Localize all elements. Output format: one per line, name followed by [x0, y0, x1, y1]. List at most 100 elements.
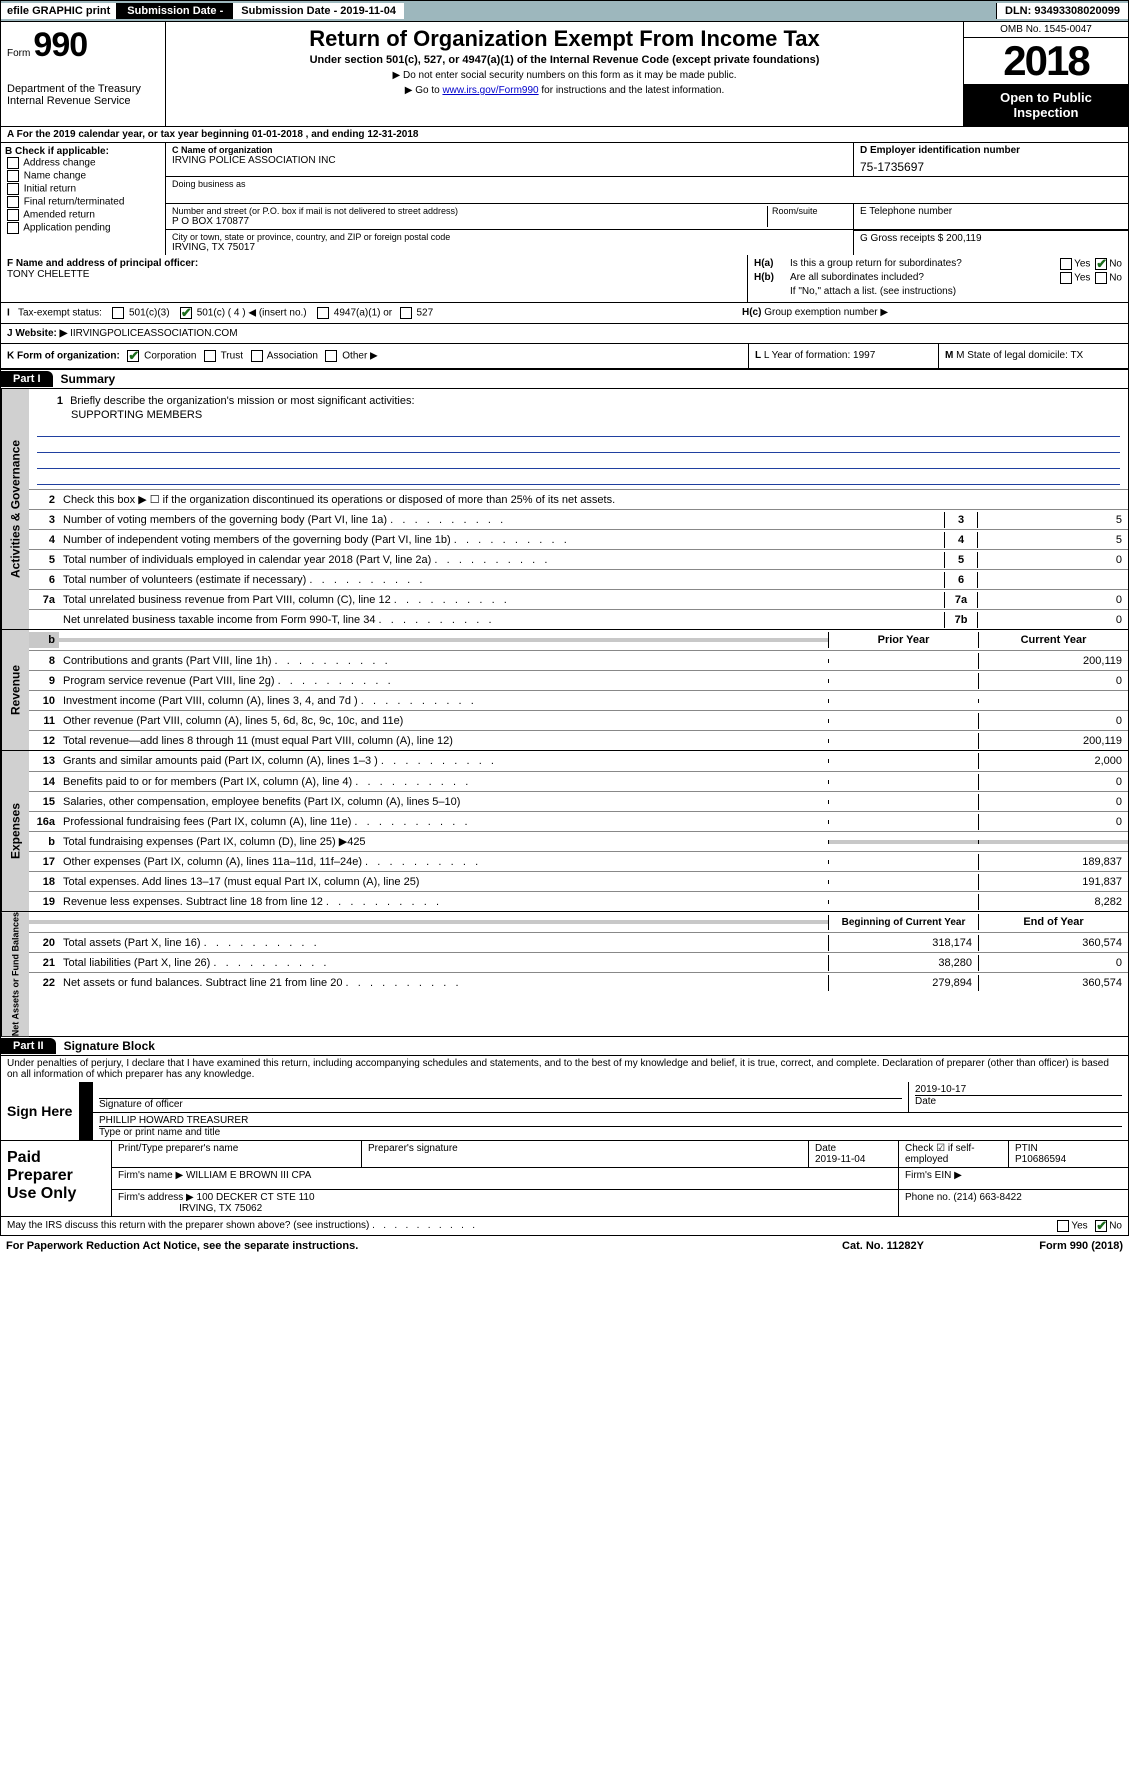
- line9: Program service revenue (Part VIII, line…: [59, 673, 828, 689]
- hb-yes[interactable]: [1060, 272, 1072, 284]
- line16a: Professional fundraising fees (Part IX, …: [59, 814, 828, 830]
- room-label: Room/suite: [772, 206, 847, 216]
- web-value: IIRVINGPOLICEASSOCIATION.COM: [70, 328, 237, 339]
- note-link: ▶ Go to www.irs.gov/Form990 for instruct…: [172, 85, 957, 96]
- pra-notice: For Paperwork Reduction Act Notice, see …: [6, 1240, 793, 1252]
- state-domicile: M M State of legal domicile: TX: [938, 344, 1128, 368]
- web-label: J Website: ▶: [7, 328, 67, 339]
- mission-value: SUPPORTING MEMBERS: [37, 409, 1120, 421]
- submission-date: Submission Date - 2019-11-04: [233, 3, 404, 19]
- line2: Check this box ▶ ☐ if the organization d…: [59, 491, 1128, 508]
- chk-pending[interactable]: Application pending: [5, 222, 161, 234]
- line8: Contributions and grants (Part VIII, lin…: [59, 653, 828, 669]
- ha-yes[interactable]: [1060, 258, 1072, 270]
- row-tax-status: I Tax-exempt status: 501(c)(3) 501(c) ( …: [0, 303, 1129, 324]
- sig-officer-label: Signature of officer: [99, 1098, 902, 1110]
- line22: Net assets or fund balances. Subtract li…: [59, 975, 828, 991]
- line19: Revenue less expenses. Subtract line 18 …: [59, 894, 828, 910]
- tax-year: 2018: [964, 38, 1128, 84]
- dln: DLN: 93493308020099: [996, 3, 1128, 19]
- line1-text: Briefly describe the organization's miss…: [70, 395, 414, 407]
- firm-addr1: 100 DECKER CT STE 110: [197, 1192, 315, 1203]
- c15: 0: [978, 794, 1128, 810]
- line15: Salaries, other compensation, employee b…: [59, 794, 828, 810]
- col-b-heading: B Check if applicable:: [5, 146, 161, 157]
- end-header: End of Year: [978, 914, 1128, 930]
- firm-name: WILLIAM E BROWN III CPA: [186, 1170, 311, 1181]
- perjury-text: Under penalties of perjury, I declare th…: [0, 1056, 1129, 1082]
- tel-label: E Telephone number: [860, 206, 1122, 217]
- part1-title: Summary: [53, 370, 124, 388]
- col-b-checkboxes: B Check if applicable: Address change Na…: [1, 143, 166, 255]
- omb-number: OMB No. 1545-0047: [964, 22, 1128, 38]
- ein-value: 75-1735697: [860, 156, 1122, 174]
- ein-label: D Employer identification number: [860, 145, 1122, 156]
- chk-4947[interactable]: [317, 307, 329, 319]
- line20: Total assets (Part X, line 16): [59, 935, 828, 951]
- footer-final: For Paperwork Reduction Act Notice, see …: [0, 1236, 1129, 1256]
- chk-initial[interactable]: Initial return: [5, 183, 161, 195]
- b20: 318,174: [828, 935, 978, 951]
- row-website: J Website: ▶ IIRVINGPOLICEASSOCIATION.CO…: [0, 324, 1129, 344]
- vtab-expenses: Expenses: [1, 751, 29, 911]
- print-name-label: Type or print name and title: [99, 1126, 1122, 1138]
- sig-date: 2019-10-17: [915, 1084, 1122, 1095]
- form-title: Return of Organization Exempt From Incom…: [172, 26, 957, 52]
- addr-value: P O BOX 170877: [172, 216, 767, 227]
- ha-label: H(a): [754, 258, 790, 269]
- netassets-section: Net Assets or Fund Balances Beginning of…: [0, 912, 1129, 1037]
- line6: Total number of volunteers (estimate if …: [59, 572, 944, 588]
- chk-trust[interactable]: [204, 350, 216, 362]
- c10: [978, 699, 1128, 703]
- part2-header: Part II: [1, 1038, 56, 1054]
- revenue-section: Revenue bPrior YearCurrent Year 8Contrib…: [0, 630, 1129, 751]
- hb-no[interactable]: [1095, 272, 1107, 284]
- chk-address[interactable]: Address change: [5, 157, 161, 169]
- city-value: IRVING, TX 75017: [172, 242, 847, 253]
- department: Department of the Treasury Internal Reve…: [7, 83, 159, 107]
- officer-label: F Name and address of principal officer:: [7, 258, 741, 269]
- ha-no[interactable]: [1095, 258, 1107, 270]
- section-bcde: B Check if applicable: Address change Na…: [0, 143, 1129, 255]
- c17: 189,837: [978, 854, 1128, 870]
- firm-phone: Phone no. (214) 663-8422: [898, 1190, 1128, 1216]
- line14: Benefits paid to or for members (Part IX…: [59, 774, 828, 790]
- line7a: Total unrelated business revenue from Pa…: [59, 592, 944, 608]
- officer-name: TONY CHELETTE: [7, 269, 741, 280]
- paid-preparer-label: Paid Preparer Use Only: [1, 1141, 111, 1216]
- chk-name[interactable]: Name change: [5, 170, 161, 182]
- form-number: 990: [33, 26, 87, 64]
- c9: 0: [978, 673, 1128, 689]
- chk-527[interactable]: [400, 307, 412, 319]
- chk-other[interactable]: [325, 350, 337, 362]
- line18: Total expenses. Add lines 13–17 (must eq…: [59, 874, 828, 890]
- org-name-label: C Name of organization: [172, 145, 847, 155]
- form-subtitle: Under section 501(c), 527, or 4947(a)(1)…: [172, 54, 957, 66]
- chk-501c4[interactable]: [180, 307, 192, 319]
- c16a: 0: [978, 814, 1128, 830]
- discuss-yes[interactable]: [1057, 1220, 1069, 1232]
- chk-amended[interactable]: Amended return: [5, 209, 161, 221]
- discuss-no[interactable]: [1095, 1220, 1107, 1232]
- firm-ein-label: Firm's EIN ▶: [898, 1168, 1128, 1189]
- c8: 200,119: [978, 653, 1128, 669]
- chk-assoc[interactable]: [251, 350, 263, 362]
- irs-link[interactable]: www.irs.gov/Form990: [442, 85, 538, 96]
- top-bar: efile GRAPHIC print Submission Date - Su…: [0, 0, 1129, 22]
- line5: Total number of individuals employed in …: [59, 552, 944, 568]
- ha-text: Is this a group return for subordinates?: [790, 258, 1058, 269]
- hb-text: Are all subordinates included?: [790, 272, 1058, 283]
- chk-501c3[interactable]: [112, 307, 124, 319]
- efile-link[interactable]: efile GRAPHIC print: [1, 3, 117, 19]
- addr-label: Number and street (or P.O. box if mail i…: [172, 206, 767, 216]
- c12: 200,119: [978, 733, 1128, 749]
- val7a: 0: [978, 592, 1128, 608]
- chk-final[interactable]: Final return/terminated: [5, 196, 161, 208]
- city-label: City or town, state or province, country…: [172, 232, 847, 242]
- vtab-revenue: Revenue: [1, 630, 29, 750]
- part1-header: Part I: [1, 371, 53, 387]
- b22: 279,894: [828, 975, 978, 991]
- vtab-netassets: Net Assets or Fund Balances: [1, 912, 29, 1036]
- chk-corp[interactable]: [127, 350, 139, 362]
- footer-discuss: May the IRS discuss this return with the…: [0, 1217, 1129, 1236]
